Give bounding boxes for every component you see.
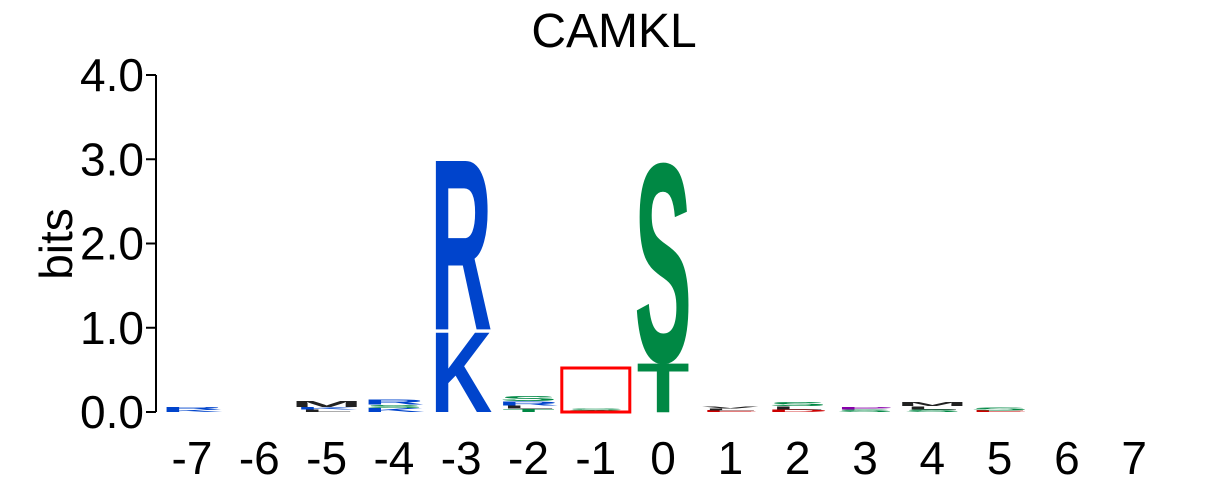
logo-letter: S: [971, 406, 1028, 411]
x-tick-label: -7: [172, 432, 213, 484]
logo-letter: S: [904, 409, 961, 413]
y-tick-label: 2.0: [80, 218, 144, 270]
logo-letter: R: [161, 406, 223, 410]
logo-letter: L: [704, 408, 757, 411]
logo-letter: R: [430, 108, 492, 381]
x-tick-label: 3: [852, 432, 878, 484]
y-tick-label: 1.0: [80, 302, 144, 354]
logo-letter: L: [906, 405, 959, 410]
logo-letter: M: [291, 400, 363, 409]
x-tick-label: -1: [575, 432, 616, 484]
x-tick-label: 4: [920, 432, 946, 484]
logo-letter: K: [296, 406, 358, 410]
logo-letter: R: [363, 398, 425, 406]
x-tick-label: 5: [987, 432, 1013, 484]
logo-letter: E: [971, 410, 1028, 413]
logo-letter: E: [702, 410, 759, 413]
y-tick-label: 3.0: [80, 133, 144, 185]
logo-letter: L: [771, 405, 824, 410]
y-axis: 0.0 1.0 2.0 3.0 4.0: [80, 49, 157, 438]
logo-letter: V: [702, 407, 760, 410]
x-tick-label: -2: [508, 432, 549, 484]
x-tick-label: 2: [785, 432, 811, 484]
logo-letter: K: [363, 407, 425, 414]
logo-letter: D: [767, 409, 829, 413]
y-tick-label: 4.0: [80, 49, 144, 101]
x-tick-label: -4: [373, 432, 414, 484]
x-tick-label: -3: [441, 432, 482, 484]
x-tick-label: -6: [239, 432, 280, 484]
logo-letter: P: [836, 406, 893, 410]
logo-letter: L: [300, 409, 353, 413]
logo-letter: S: [365, 404, 422, 409]
x-axis: -7 -6 -5 -4 -3 -2 -1 0 1 2 3 4 5 6 7: [172, 432, 1147, 484]
x-tick-label: 6: [1054, 432, 1080, 484]
x-tick-label: -5: [306, 432, 347, 484]
logo-letter: M: [896, 401, 968, 408]
x-tick-label: 1: [718, 432, 744, 484]
logo-letter: S: [634, 104, 691, 422]
y-axis-title: bits: [30, 208, 82, 280]
logo-letter: S: [567, 408, 624, 411]
logo-letter: T: [502, 408, 555, 413]
logo-letter: S: [769, 401, 826, 408]
logo-letter: T: [637, 348, 690, 427]
x-tick-label: 0: [650, 432, 676, 484]
logo-letter: R: [497, 400, 559, 407]
logo-letter: K: [161, 409, 223, 413]
y-tick-label: 0.0: [80, 386, 144, 438]
logo-letter: L: [502, 404, 555, 409]
chart-title: CAMKL: [531, 5, 696, 58]
logo-letter: S: [836, 409, 893, 413]
logo-letter: S: [500, 395, 557, 403]
highlight-box: [560, 366, 632, 414]
logo-letter: K: [430, 308, 492, 437]
x-tick-label: 7: [1121, 432, 1147, 484]
